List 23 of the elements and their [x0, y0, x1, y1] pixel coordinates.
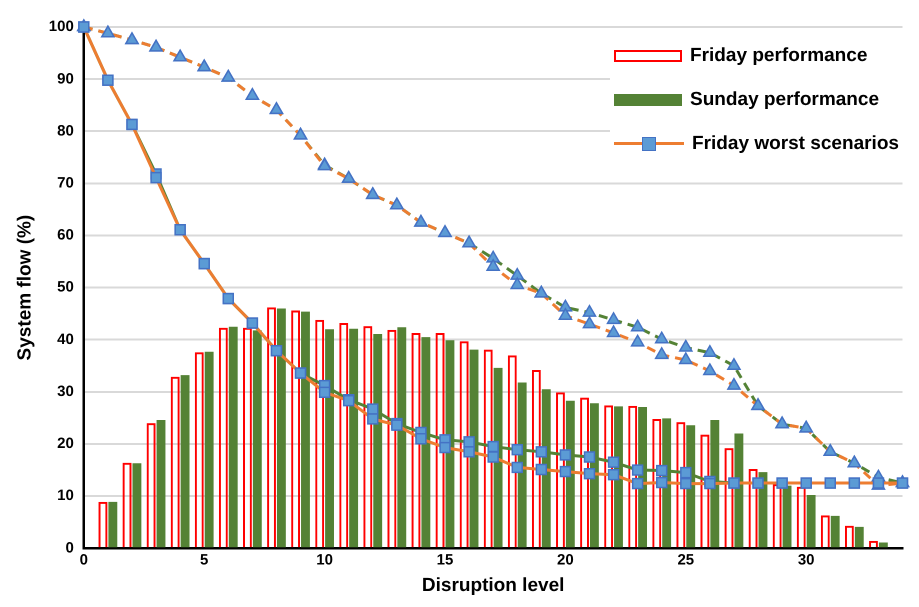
y-tick-label: 30	[57, 382, 74, 400]
y-tick-label: 20	[57, 435, 74, 452]
legend-label: Sunday performance	[690, 89, 880, 111]
x-tick-label: 0	[80, 551, 88, 568]
y-tick-label: 40	[57, 330, 74, 348]
x-tick-label: 5	[200, 551, 208, 568]
y-tick-label: 80	[57, 122, 74, 140]
y-tick-label: 100	[48, 18, 74, 36]
y-tick-label: 10	[57, 487, 74, 504]
y-tick-label: 60	[57, 226, 74, 244]
y-tick-label: 0	[65, 539, 74, 556]
y-tick-label: 90	[57, 70, 74, 88]
x-tick-label: 15	[436, 551, 454, 568]
x-tick-label: 10	[316, 551, 333, 568]
x-tick-label: 25	[677, 551, 694, 568]
legend-label: Friday worst scenarios	[692, 133, 899, 155]
y-tick-label: 50	[57, 278, 74, 296]
x-tick-label: 20	[557, 551, 574, 568]
x-tick-label: 30	[798, 551, 815, 568]
legend-label: Friday performance	[690, 45, 868, 67]
x-axis-title: Disruption level	[422, 574, 564, 596]
y-tick-label: 70	[57, 174, 74, 192]
y-axis-title: System flow (%)	[14, 214, 36, 360]
